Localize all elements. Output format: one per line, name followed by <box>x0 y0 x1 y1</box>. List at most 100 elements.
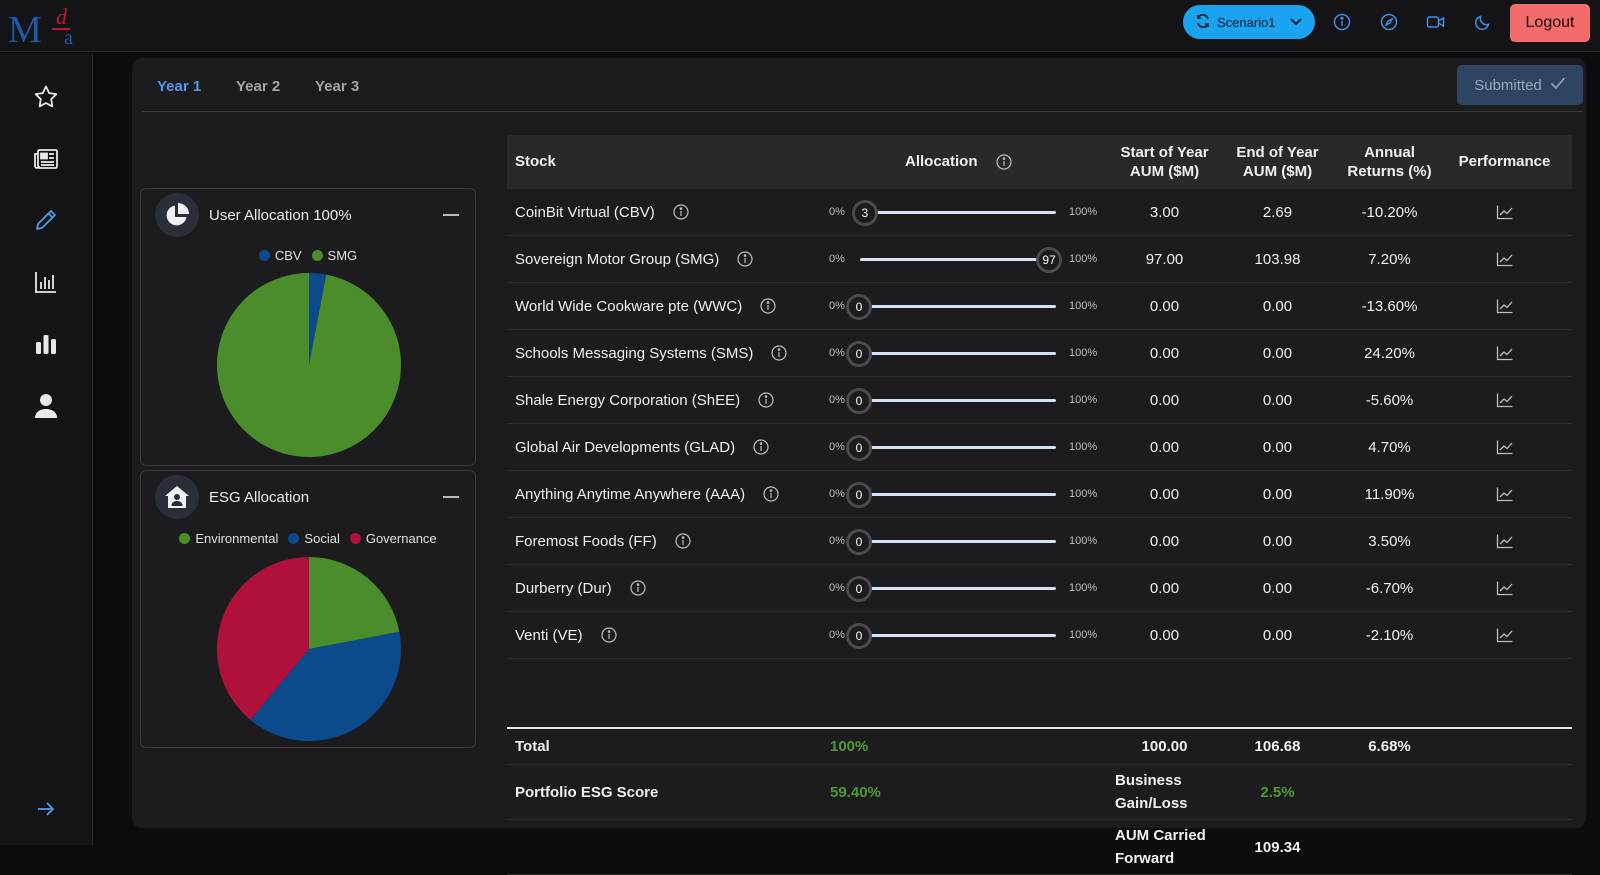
performance-chart-icon[interactable] <box>1452 424 1557 470</box>
info-icon[interactable] <box>771 345 788 361</box>
legend-item-smg[interactable]: SMG <box>311 248 357 263</box>
app-logo[interactable]: M d a <box>8 2 88 51</box>
allocation-slider-thumb[interactable]: 3 <box>851 200 878 226</box>
info-icon[interactable] <box>600 627 617 643</box>
start-aum: 0.00 <box>1149 391 1180 409</box>
allocation-slider-thumb[interactable]: 0 <box>846 435 872 461</box>
user-allocation-pie-chart <box>217 273 401 457</box>
total-row: Total 100% 100.00 106.68 6.68% <box>507 729 1572 765</box>
svg-text:M: M <box>8 9 42 48</box>
tab-year-3[interactable]: Year 3 <box>315 78 360 95</box>
compass-icon[interactable] <box>1377 10 1401 34</box>
performance-chart-icon[interactable] <box>1452 518 1557 564</box>
info-icon[interactable] <box>1330 10 1354 34</box>
performance-chart-icon[interactable] <box>1452 189 1557 235</box>
info-icon[interactable] <box>760 298 776 314</box>
total-allocation: 100% <box>830 738 869 755</box>
pie-slice-social[interactable] <box>250 631 401 741</box>
pie-slice-smg[interactable] <box>217 273 401 457</box>
allocation-slider-track[interactable] <box>860 352 1056 355</box>
performance-chart-icon[interactable] <box>1452 612 1557 658</box>
minimize-icon[interactable] <box>441 205 461 225</box>
submitted-button[interactable]: Submitted <box>1457 65 1583 105</box>
allocation-slider-thumb[interactable]: 0 <box>846 529 872 555</box>
legend-item-cbv[interactable]: CBV <box>258 248 302 263</box>
info-icon[interactable] <box>675 533 691 549</box>
performance-chart-icon[interactable] <box>1452 565 1557 611</box>
house-user-icon <box>155 475 199 519</box>
annual-returns: -5.60% <box>1365 391 1414 409</box>
annual-returns: 7.20% <box>1368 250 1411 268</box>
allocation-slider-thumb[interactable]: 97 <box>1036 247 1063 273</box>
performance-chart-icon[interactable] <box>1452 283 1557 329</box>
table-row: Global Air Developments (GLAD) 0% 0 100% 0.0… <box>507 424 1572 471</box>
info-icon[interactable] <box>763 486 779 502</box>
info-icon[interactable] <box>737 251 753 267</box>
legend-item-social[interactable]: Social <box>288 531 340 546</box>
info-icon[interactable] <box>673 204 689 220</box>
stock-name: World Wide Cookware pte (WWC) <box>515 283 776 329</box>
tab-year-1[interactable]: Year 1 <box>157 78 202 95</box>
year-tabs: Year 1 Year 2 Year 3 <box>142 58 1582 112</box>
allocation-slider-track[interactable] <box>860 399 1056 402</box>
table-row: CoinBit Virtual (CBV) 0% 3 100% 3.00 2.69 -10.… <box>507 189 1572 236</box>
slider-max-label: 100% <box>1069 347 1098 359</box>
end-aum: 2.69 <box>1262 203 1293 221</box>
allocation-slider-track[interactable] <box>860 493 1056 496</box>
legend-item-environmental[interactable]: Environmental <box>179 531 278 546</box>
allocation-slider-thumb[interactable]: 0 <box>846 482 872 508</box>
stock-name: Venti (VE) <box>515 612 617 658</box>
allocation-slider-track[interactable] <box>860 634 1056 637</box>
allocation-slider-track[interactable] <box>860 211 1056 214</box>
aum-carried-label: AUM Carried Forward <box>1115 827 1206 867</box>
performance-chart-icon[interactable] <box>1452 471 1557 517</box>
start-aum: 0.00 <box>1149 297 1180 315</box>
esg-allocation-title: ESG Allocation <box>209 488 310 506</box>
header-end-aum: End of Year AUM ($M) <box>1236 143 1319 181</box>
allocation-slider-thumb[interactable]: 0 <box>846 294 872 320</box>
star-icon[interactable] <box>32 83 60 111</box>
esg-score-row: Portfolio ESG Score 59.40% Business Gain… <box>507 766 1572 820</box>
bar-chart-icon[interactable] <box>32 330 60 358</box>
allocation-slider-track[interactable] <box>860 258 1056 261</box>
pie-slice-governance[interactable] <box>217 557 309 720</box>
moon-icon[interactable] <box>1471 10 1495 34</box>
slider-min-label: 0% <box>829 394 845 406</box>
performance-chart-icon[interactable] <box>1452 377 1557 423</box>
arrow-right-icon[interactable] <box>32 795 60 823</box>
allocation-slider-thumb[interactable]: 0 <box>846 623 872 649</box>
allocation-slider-thumb[interactable]: 0 <box>846 388 872 414</box>
video-icon[interactable] <box>1424 10 1448 34</box>
pie-slice-environmental[interactable] <box>309 557 400 649</box>
tab-year-2[interactable]: Year 2 <box>236 78 281 95</box>
newspaper-icon[interactable] <box>32 145 60 173</box>
scenario-selector[interactable]: Scenario1 <box>1183 5 1315 39</box>
allocation-slider-track[interactable] <box>860 587 1056 590</box>
info-icon[interactable] <box>995 154 1012 170</box>
chart-line-icon[interactable] <box>32 268 60 296</box>
table-row: Shale Energy Corporation (ShEE) 0% 0 100% 0.… <box>507 377 1572 424</box>
svg-text:d: d <box>56 4 68 29</box>
info-icon[interactable] <box>753 439 769 455</box>
info-icon[interactable] <box>758 392 774 408</box>
business-gain-label: Business Gain/Loss <box>1115 772 1188 812</box>
performance-chart-icon[interactable] <box>1452 236 1557 282</box>
legend-item-governance[interactable]: Governance <box>349 531 437 546</box>
start-aum: 97.00 <box>1145 250 1184 268</box>
pencil-icon[interactable] <box>32 206 60 234</box>
allocation-slider-thumb[interactable]: 0 <box>846 576 872 602</box>
performance-chart-icon[interactable] <box>1452 330 1557 376</box>
header-performance: Performance <box>1458 153 1551 171</box>
allocation-slider-track[interactable] <box>860 446 1056 449</box>
logout-button[interactable]: Logout <box>1510 4 1590 42</box>
slider-min-label: 0% <box>829 300 845 312</box>
user-icon[interactable] <box>32 392 60 420</box>
allocation-slider-track[interactable] <box>860 540 1056 543</box>
pie-slice-cbv[interactable] <box>309 273 327 365</box>
minimize-icon[interactable] <box>441 487 461 507</box>
end-aum: 0.00 <box>1262 579 1293 597</box>
allocation-slider-thumb[interactable]: 0 <box>846 341 872 367</box>
start-aum: 0.00 <box>1149 438 1180 456</box>
allocation-slider-track[interactable] <box>860 305 1056 308</box>
info-icon[interactable] <box>630 580 646 596</box>
